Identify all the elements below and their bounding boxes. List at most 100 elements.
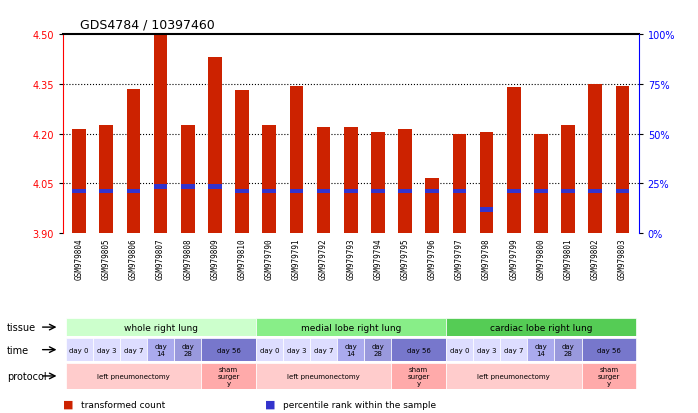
Text: left pneumonectomy: left pneumonectomy <box>477 373 550 379</box>
Bar <box>100 190 113 194</box>
Bar <box>480 133 493 233</box>
Text: medial lobe right lung: medial lobe right lung <box>301 323 401 332</box>
Text: day
28: day 28 <box>371 343 385 356</box>
Bar <box>181 185 195 189</box>
Text: GSM979807: GSM979807 <box>156 238 165 279</box>
Text: GSM979793: GSM979793 <box>346 238 355 279</box>
Bar <box>73 190 86 194</box>
Bar <box>337 338 364 361</box>
Text: day 3: day 3 <box>477 347 496 353</box>
Bar <box>317 128 330 233</box>
Text: GSM979809: GSM979809 <box>210 238 219 279</box>
Bar <box>283 338 310 361</box>
Bar <box>507 88 521 233</box>
Text: GSM979804: GSM979804 <box>75 238 84 279</box>
Text: ■: ■ <box>265 399 276 409</box>
Text: GSM979794: GSM979794 <box>373 238 383 279</box>
Bar <box>93 338 120 361</box>
Bar <box>616 190 629 194</box>
Bar <box>399 190 412 194</box>
Text: day 56: day 56 <box>407 347 431 353</box>
Text: GSM979800: GSM979800 <box>536 238 545 279</box>
Text: protocol: protocol <box>7 371 47 381</box>
Text: day 7: day 7 <box>124 347 143 353</box>
Bar <box>446 363 581 389</box>
Text: left pneumonectomy: left pneumonectomy <box>287 373 360 379</box>
Text: whole right lung: whole right lung <box>124 323 198 332</box>
Bar <box>174 338 201 361</box>
Text: GSM979801: GSM979801 <box>563 238 572 279</box>
Bar <box>126 190 140 194</box>
Bar <box>392 363 446 389</box>
Text: GSM979795: GSM979795 <box>401 238 410 279</box>
Text: GDS4784 / 10397460: GDS4784 / 10397460 <box>80 19 215 31</box>
Bar <box>500 338 527 361</box>
Bar <box>66 363 201 389</box>
Text: GSM979803: GSM979803 <box>618 238 627 279</box>
Text: day
14: day 14 <box>154 343 167 356</box>
Bar <box>255 318 446 337</box>
Bar <box>554 338 581 361</box>
Bar <box>255 363 392 389</box>
Text: GSM979798: GSM979798 <box>482 238 491 279</box>
Text: GSM979808: GSM979808 <box>184 238 192 279</box>
Bar <box>66 338 93 361</box>
Text: GSM979805: GSM979805 <box>102 238 111 279</box>
Text: sham
surger
y: sham surger y <box>217 366 239 386</box>
Bar <box>581 338 636 361</box>
Bar <box>290 86 303 233</box>
Text: day
14: day 14 <box>344 343 357 356</box>
Bar <box>371 133 385 233</box>
Bar <box>66 318 255 337</box>
Bar <box>317 190 330 194</box>
Bar <box>392 338 446 361</box>
Bar <box>399 129 412 233</box>
Text: GSM979796: GSM979796 <box>428 238 437 279</box>
Text: GSM979806: GSM979806 <box>129 238 138 279</box>
Bar <box>126 90 140 233</box>
Bar <box>446 318 636 337</box>
Bar <box>507 190 521 194</box>
Bar <box>208 185 222 189</box>
Text: ■: ■ <box>63 399 73 409</box>
Text: transformed count: transformed count <box>81 400 165 409</box>
Text: percentile rank within the sample: percentile rank within the sample <box>283 400 436 409</box>
Text: day 56: day 56 <box>597 347 621 353</box>
Text: GSM979792: GSM979792 <box>319 238 328 279</box>
Text: sham
surger
y: sham surger y <box>597 366 620 386</box>
Bar <box>452 134 466 233</box>
Text: day 0: day 0 <box>450 347 469 353</box>
Text: day 0: day 0 <box>260 347 279 353</box>
Bar <box>255 338 283 361</box>
Bar <box>561 126 575 233</box>
Text: day 56: day 56 <box>216 347 240 353</box>
Bar <box>201 338 255 361</box>
Bar <box>364 338 392 361</box>
Bar <box>426 179 439 233</box>
Bar <box>208 58 222 233</box>
Text: day 7: day 7 <box>314 347 334 353</box>
Bar <box>181 126 195 233</box>
Bar <box>154 185 168 189</box>
Text: left pneumonectomy: left pneumonectomy <box>97 373 170 379</box>
Bar <box>201 363 255 389</box>
Bar <box>561 190 575 194</box>
Bar <box>527 338 554 361</box>
Text: day 7: day 7 <box>504 347 524 353</box>
Text: GSM979797: GSM979797 <box>455 238 464 279</box>
Bar <box>588 85 602 233</box>
Text: GSM979802: GSM979802 <box>591 238 600 279</box>
Bar <box>262 126 276 233</box>
Bar <box>616 86 629 233</box>
Bar <box>588 190 602 194</box>
Bar <box>147 338 174 361</box>
Bar <box>120 338 147 361</box>
Text: GSM979810: GSM979810 <box>237 238 246 279</box>
Bar <box>534 134 548 233</box>
Bar <box>344 128 357 233</box>
Text: cardiac lobe right lung: cardiac lobe right lung <box>489 323 592 332</box>
Text: day 3: day 3 <box>287 347 306 353</box>
Bar <box>344 190 357 194</box>
Text: GSM979791: GSM979791 <box>292 238 301 279</box>
Text: GSM979790: GSM979790 <box>265 238 274 279</box>
